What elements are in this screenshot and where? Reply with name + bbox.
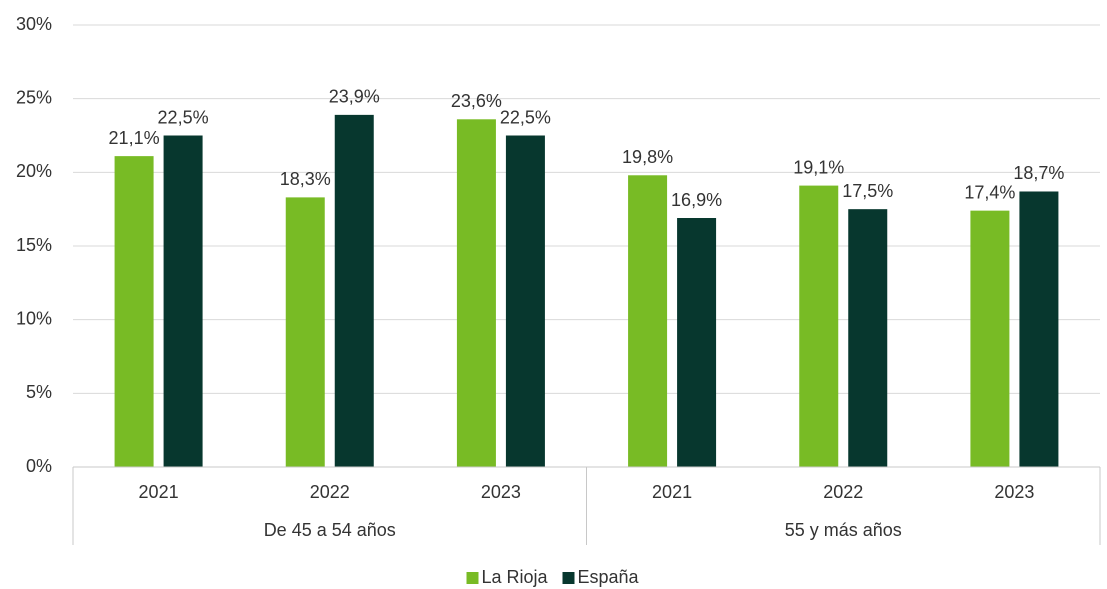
y-tick-label: 30% <box>16 14 52 34</box>
x-tick-label: 2021 <box>139 482 179 502</box>
bar <box>505 135 545 467</box>
y-tick-label: 10% <box>16 308 52 328</box>
y-tick-label: 20% <box>16 161 52 181</box>
bar <box>970 210 1010 467</box>
y-tick-label: 5% <box>26 382 52 402</box>
bar <box>848 209 888 467</box>
x-tick-label: 2022 <box>823 482 863 502</box>
value-label: 21,1% <box>109 128 160 148</box>
y-tick-label: 25% <box>16 87 52 107</box>
y-tick-label: 15% <box>16 235 52 255</box>
legend-label: La Rioja <box>482 567 549 587</box>
bar <box>799 185 839 468</box>
bar <box>1019 191 1059 467</box>
bar <box>677 218 717 467</box>
legend-swatch <box>466 572 479 584</box>
value-label: 22,5% <box>500 107 551 127</box>
group-label: 55 y más años <box>785 520 902 540</box>
value-label: 22,5% <box>158 107 209 127</box>
group-label: De 45 a 54 años <box>264 520 396 540</box>
value-label: 19,1% <box>793 157 844 177</box>
value-label: 23,6% <box>451 91 502 111</box>
legend-swatch <box>562 572 575 584</box>
x-tick-label: 2022 <box>310 482 350 502</box>
bar <box>285 197 325 467</box>
value-label: 18,7% <box>1013 163 1064 183</box>
value-label: 16,9% <box>671 190 722 210</box>
value-label: 19,8% <box>622 147 673 167</box>
bar <box>628 175 668 467</box>
value-label: 18,3% <box>280 169 331 189</box>
x-tick-label: 2023 <box>481 482 521 502</box>
bar <box>334 114 374 467</box>
value-label: 23,9% <box>329 87 380 107</box>
value-label: 17,5% <box>842 181 893 201</box>
y-tick-label: 0% <box>26 456 52 476</box>
legend-label: España <box>578 567 640 587</box>
bar <box>114 156 154 468</box>
bar <box>456 119 496 467</box>
bar <box>163 135 203 467</box>
x-tick-label: 2021 <box>652 482 692 502</box>
value-label: 17,4% <box>964 182 1015 202</box>
x-tick-label: 2023 <box>994 482 1034 502</box>
